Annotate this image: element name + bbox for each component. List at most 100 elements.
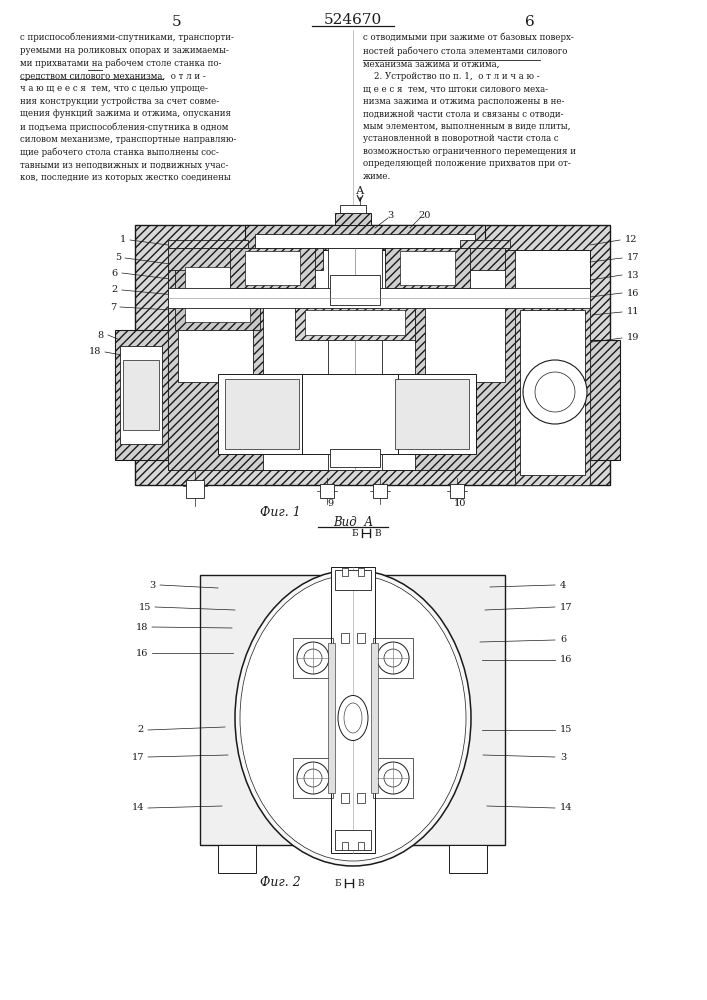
Bar	[168, 250, 263, 470]
Text: с отводимыми при зажиме от базовых поверх-
ностей рабочего стола элементами сило: с отводимыми при зажиме от базовых повер…	[363, 33, 576, 181]
Bar	[373, 638, 413, 678]
Text: Вид  А: Вид А	[333, 516, 373, 528]
Bar	[335, 830, 371, 850]
Text: 6: 6	[525, 15, 535, 29]
Bar	[450, 484, 464, 498]
Text: Фиг. 1: Фиг. 1	[259, 506, 300, 520]
Circle shape	[297, 642, 329, 674]
Circle shape	[535, 372, 575, 412]
Text: 20: 20	[419, 212, 431, 221]
Bar	[395, 379, 469, 449]
Bar	[341, 793, 349, 803]
Bar	[340, 205, 366, 213]
Circle shape	[304, 649, 322, 667]
Ellipse shape	[338, 696, 368, 740]
Bar	[178, 262, 253, 382]
Text: 15: 15	[139, 602, 151, 611]
Text: 17: 17	[132, 752, 144, 762]
Circle shape	[384, 769, 402, 787]
Text: 8: 8	[98, 330, 104, 340]
Text: 12: 12	[625, 235, 638, 244]
Text: 524670: 524670	[324, 13, 382, 27]
Text: 18: 18	[88, 348, 101, 357]
Text: 7: 7	[110, 302, 116, 312]
Circle shape	[523, 360, 587, 424]
Text: 5: 5	[115, 253, 121, 262]
Text: 11: 11	[627, 308, 640, 316]
Ellipse shape	[235, 570, 471, 866]
Bar	[302, 374, 398, 454]
Text: 19: 19	[627, 334, 639, 342]
Bar	[218, 845, 256, 873]
Bar	[515, 300, 590, 485]
Text: ▼: ▼	[343, 576, 347, 580]
Text: Б: Б	[351, 528, 358, 538]
Bar	[320, 484, 334, 498]
Bar	[373, 758, 413, 798]
Text: 15: 15	[560, 726, 573, 734]
Bar	[120, 346, 162, 444]
Text: 1: 1	[119, 235, 126, 244]
Bar	[358, 568, 364, 576]
Text: 18: 18	[136, 622, 148, 632]
Bar	[358, 842, 364, 850]
Text: 13: 13	[627, 270, 640, 279]
Text: ▲: ▲	[343, 838, 347, 844]
Ellipse shape	[240, 575, 466, 861]
Bar	[335, 570, 371, 590]
Bar	[218, 374, 306, 454]
Bar	[230, 248, 315, 288]
Text: ▲: ▲	[359, 838, 363, 844]
Bar	[373, 484, 387, 498]
Bar	[200, 575, 505, 845]
Bar	[590, 340, 620, 460]
Text: 2: 2	[112, 286, 118, 294]
Bar	[225, 379, 299, 449]
Text: Фиг. 2: Фиг. 2	[259, 876, 300, 888]
Bar	[342, 842, 348, 850]
Text: 14: 14	[132, 804, 144, 812]
Bar	[168, 240, 248, 248]
Bar	[115, 330, 168, 460]
Bar	[400, 251, 455, 285]
Bar	[245, 251, 300, 285]
Bar	[460, 240, 510, 248]
Bar	[385, 248, 505, 270]
Text: 10: 10	[454, 499, 466, 508]
Text: 16: 16	[627, 288, 639, 298]
Bar	[168, 250, 590, 470]
Bar	[186, 480, 204, 498]
Text: 3: 3	[387, 212, 393, 221]
Bar	[335, 213, 371, 225]
Text: 3: 3	[560, 752, 566, 762]
Bar	[293, 638, 333, 678]
Circle shape	[377, 762, 409, 794]
Bar	[185, 267, 250, 322]
Text: 4: 4	[560, 580, 566, 589]
Text: 17: 17	[560, 602, 573, 611]
Text: 16: 16	[560, 656, 573, 664]
Bar	[385, 248, 470, 288]
Bar	[245, 225, 485, 248]
Bar	[515, 300, 590, 485]
Bar	[168, 288, 590, 308]
Bar	[305, 310, 405, 335]
Text: с приспособлениями-спутниками, транспорти-
руемыми на роликовых опорах и зажимае: с приспособлениями-спутниками, транспорт…	[20, 33, 236, 182]
Bar	[342, 568, 348, 576]
Bar	[328, 643, 335, 793]
Bar	[255, 234, 475, 248]
Text: 3: 3	[150, 580, 156, 589]
Text: 5: 5	[173, 15, 182, 29]
Bar	[341, 633, 349, 643]
Text: 2: 2	[138, 726, 144, 734]
Bar	[331, 567, 375, 853]
Bar	[328, 248, 382, 470]
Text: 14: 14	[560, 804, 573, 812]
Text: 6: 6	[112, 268, 118, 277]
Text: 6: 6	[560, 636, 566, 645]
Circle shape	[304, 769, 322, 787]
Bar	[123, 360, 159, 430]
Bar	[168, 248, 323, 270]
Bar	[357, 633, 365, 643]
Bar	[449, 845, 487, 873]
